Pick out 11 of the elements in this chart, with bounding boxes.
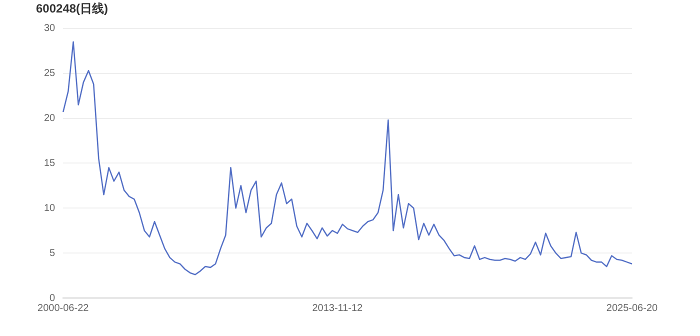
y-tick-label: 15 xyxy=(44,158,56,169)
y-tick-label: 5 xyxy=(50,248,56,259)
chart-title: 600248(日线) xyxy=(36,2,108,16)
y-tick-label: 20 xyxy=(44,113,56,124)
y-tick-label: 30 xyxy=(44,23,56,34)
x-tick-label: 2000-06-22 xyxy=(38,302,90,314)
y-tick-label: 25 xyxy=(44,68,56,80)
x-tick-label: 2013-11-12 xyxy=(312,302,364,314)
y-tick-label: 10 xyxy=(44,202,56,214)
x-tick-label: 2025-06-20 xyxy=(606,302,658,314)
y-tick-label: 0 xyxy=(50,292,56,304)
